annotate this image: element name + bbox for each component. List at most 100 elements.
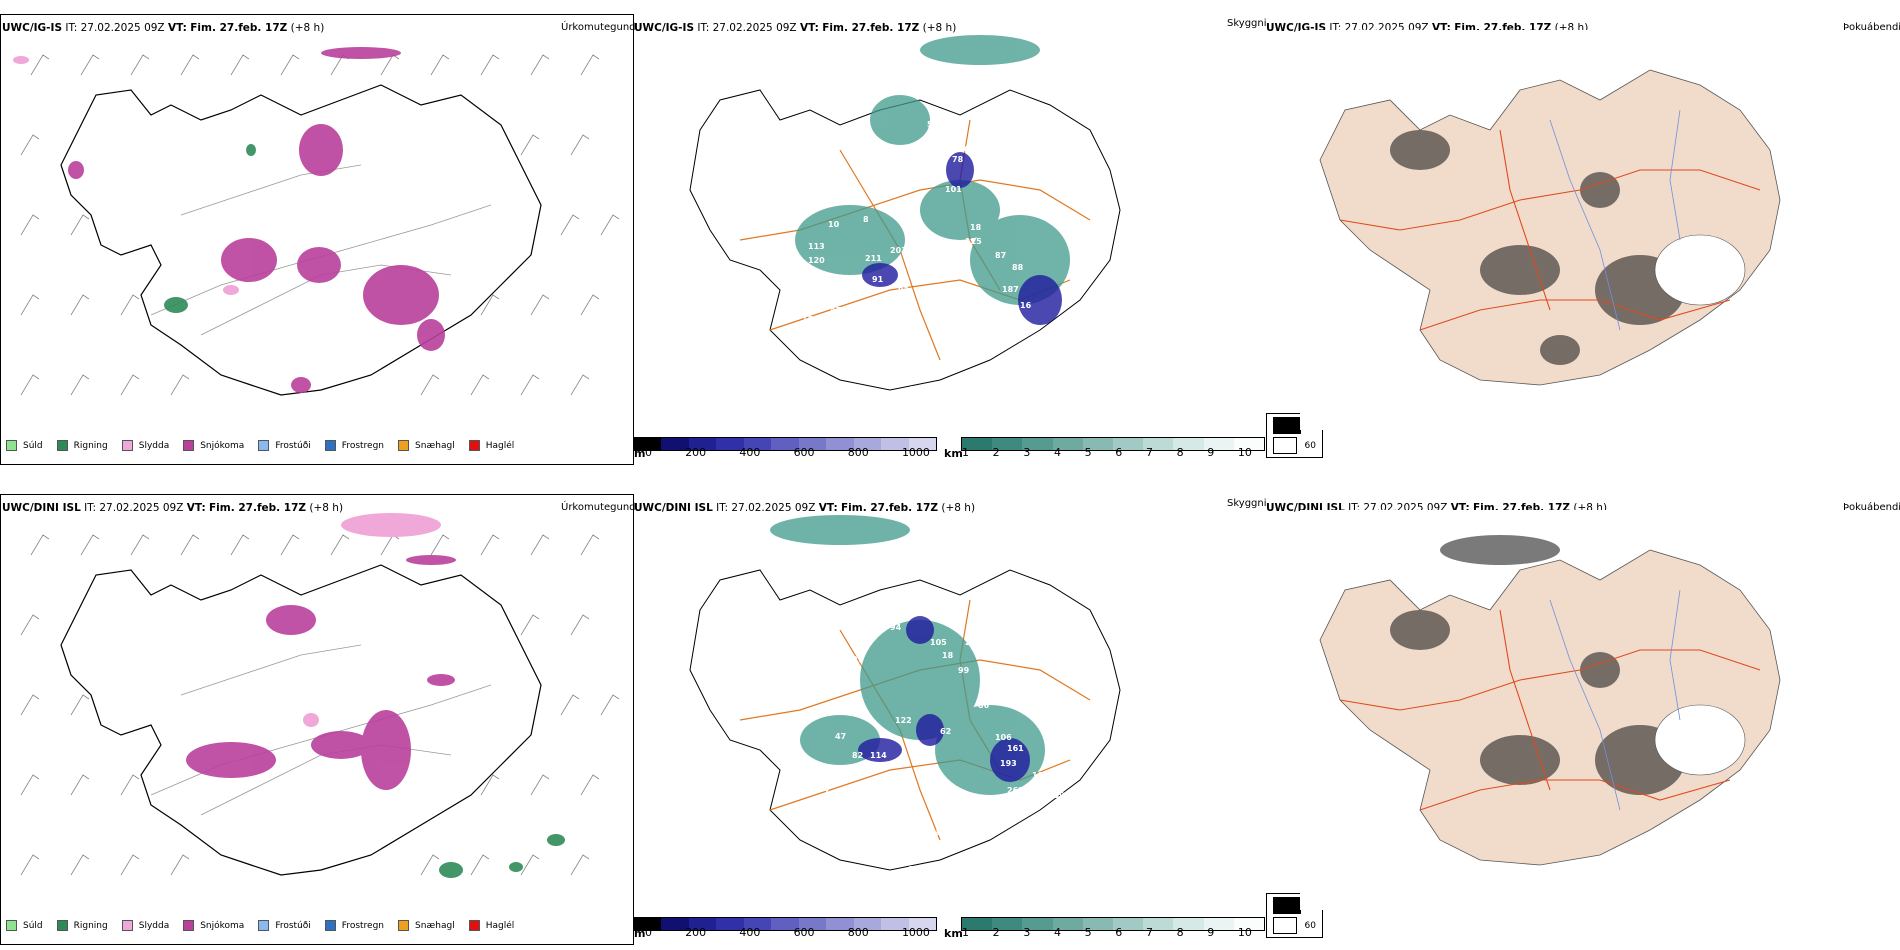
row1-altitude-ticks: 0 200 400 600 800 1000	[645, 446, 930, 459]
cloud-label: 238	[995, 313, 1012, 322]
cloud-label: 8	[863, 215, 869, 224]
fog-shading	[1390, 130, 1685, 365]
cloud-label: 99	[958, 666, 970, 675]
cloud-label: 122	[895, 716, 912, 725]
row2-vis-title: Þokuábendi	[1843, 502, 1900, 513]
cloud-label: 94	[890, 623, 902, 632]
row2-precip-header: UWC/DINI ISL IT: 27.02.2025 09Z VT: Fim.…	[2, 502, 344, 514]
low-cloud-areas	[858, 616, 1030, 782]
cloud-label: 293	[893, 313, 910, 322]
cloud-label: 11	[910, 385, 922, 394]
cloud-label: 258	[965, 638, 982, 647]
vis-roads	[1339, 129, 1761, 331]
snow-areas	[68, 47, 445, 393]
cloud-label: 91	[872, 275, 884, 284]
legend-snjokoma: Snjókoma	[183, 920, 244, 931]
row2-cloud-title: Skyggni	[1227, 498, 1267, 509]
cloud-label: 89	[930, 867, 942, 876]
cloud-label: 52	[995, 795, 1006, 804]
row1-altitude-colorbar	[633, 437, 937, 451]
row2-precip-title: Úrkomutegund	[561, 502, 636, 513]
legend-sulda: Súld	[6, 920, 43, 931]
cloud-base-labels: 10 16 58 47 101 78 16 10 8 18 113 211 20…	[778, 87, 1072, 396]
row2-km-ticks: 1 2 3 4 5 6 7 8 9 10	[962, 926, 1252, 939]
cloud-label: 16	[1020, 301, 1032, 310]
legend-snjokoma: Snjókoma	[183, 440, 244, 451]
row2-altitude-unit: m	[634, 927, 646, 940]
row1-vis-title: Þokuábendi	[1843, 22, 1900, 33]
row1-altitude-unit: m	[634, 447, 646, 460]
legend-slydda: Slydda	[121, 440, 169, 451]
cloud-label: 230	[902, 795, 919, 804]
cloud-label: 18	[970, 223, 982, 232]
cloud-label: 159	[1048, 791, 1065, 800]
cloud-label: 52	[802, 288, 813, 297]
legend-slydda: Slydda	[121, 920, 169, 931]
cloud-label: 47	[830, 306, 841, 315]
cloud-label: 83	[818, 285, 829, 294]
rain-areas	[439, 834, 565, 878]
rain-areas	[164, 144, 256, 313]
cloud-map-1: 10 16 58 47 101 78 16 10 8 18 113 211 20…	[689, 35, 1121, 396]
glacier-white	[1654, 704, 1746, 776]
row1-precip-header: UWC/IG-IS IT: 27.02.2025 09Z VT: Fim. 27…	[2, 22, 325, 34]
sleet-areas	[13, 56, 239, 295]
cloud-label: 85	[790, 791, 802, 800]
cloud-label: 157	[802, 315, 819, 324]
row1-km-ticks: 1 2 3 4 5 6 7 8 9 10	[962, 446, 1252, 459]
cloud-label: 187	[1002, 285, 1019, 294]
row2-altitude-ticks: 0 200 400 600 800 1000	[645, 926, 930, 939]
row1-precip-legend: Súld Rigning Slydda Snjókoma Frostúði Fr…	[6, 440, 528, 451]
cloud-label: 770	[970, 796, 987, 805]
cloud-label: 86	[978, 701, 990, 710]
cloud-label: 87	[995, 251, 1006, 260]
row2-km-colorbar	[961, 917, 1265, 931]
cloud-label: 16	[778, 148, 790, 157]
cloud-label: 113	[808, 242, 825, 251]
cloud-label: 93	[898, 286, 909, 295]
legend-rigning: Rigning	[56, 920, 108, 931]
row2-altitude-colorbar	[633, 917, 937, 931]
cloud-label: 387	[930, 828, 947, 837]
fog-map-1	[1300, 30, 1880, 430]
cloud-label: 54	[1060, 330, 1072, 339]
legend-sulda: Súld	[6, 440, 43, 451]
vis-rivers	[1549, 109, 1681, 331]
cloud-label: 97	[852, 655, 863, 664]
fog-map-2	[1300, 510, 1880, 910]
cloud-label: 72	[923, 353, 934, 362]
cloud-label: 101	[945, 185, 962, 194]
row2-precip-panel	[0, 494, 634, 945]
cloud-label: 125	[965, 237, 982, 246]
cloud-label: 78	[952, 155, 964, 164]
cloud-label: 95	[937, 249, 949, 258]
cloud-label: 16	[958, 145, 970, 154]
cloud-label: 47	[942, 135, 953, 144]
cloud-label: 135	[912, 248, 929, 257]
cloud-label: 91	[922, 749, 934, 758]
row1-cloud-title: Skyggni	[1227, 18, 1267, 29]
cloud-label: 102	[818, 299, 835, 308]
cloud-label: 10	[782, 87, 794, 96]
cloud-label: 106	[995, 733, 1012, 742]
legend-snaehagl: Snæhagl	[398, 920, 455, 931]
cloud-label: 154	[812, 785, 829, 794]
legend-frostregn: Frostregn	[324, 440, 384, 451]
cloud-label: 105	[930, 638, 947, 647]
legend-snaehagl: Snæhagl	[398, 440, 455, 451]
low-cloud-areas	[862, 152, 1062, 325]
row2-km-unit: km	[944, 927, 963, 940]
cloud-label: 211	[865, 254, 882, 263]
cloud-label: 88	[1012, 263, 1024, 272]
cloud-label: 193	[1000, 759, 1017, 768]
cloud-label: 120	[808, 256, 825, 265]
iceland-outline	[60, 84, 542, 396]
cloud-label: 161	[1007, 744, 1024, 753]
cloud-label: 62	[940, 727, 951, 736]
cloud-label: 10	[828, 220, 840, 229]
cloud-label: 87	[908, 865, 919, 874]
cloud-label: 376	[998, 516, 1015, 525]
cloud-map-2: 376 367 50 94 105 258 18 97 99 86 122 62…	[689, 515, 1121, 876]
legend-frostregn: Frostregn	[324, 920, 384, 931]
row1-precip-panel	[0, 14, 634, 465]
